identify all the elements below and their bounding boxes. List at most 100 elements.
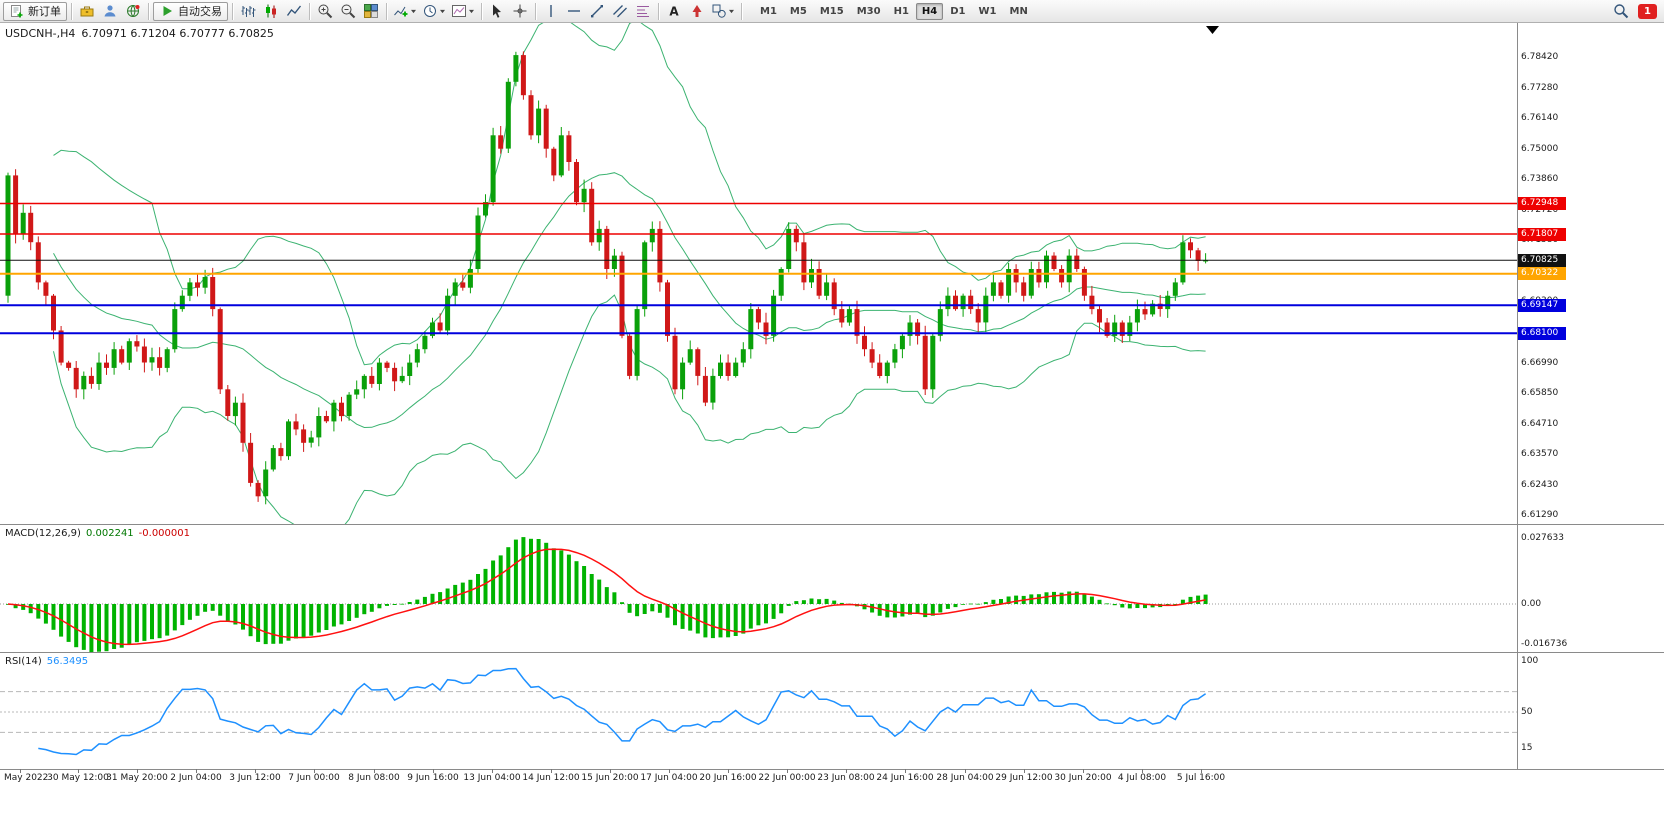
- time-axis-label: 7 Jun 00:00: [288, 773, 340, 783]
- time-axis-tick: [610, 769, 611, 773]
- macd-canvas[interactable]: [0, 525, 1517, 652]
- timeframe-m30[interactable]: M30: [856, 5, 881, 17]
- time-axis-tick: [374, 769, 375, 773]
- arrows-tool-button[interactable]: [686, 2, 708, 21]
- time-axis-label: 15 Jun 20:00: [581, 773, 639, 783]
- time-axis-label: 8 Jun 08:00: [348, 773, 400, 783]
- cursor-button[interactable]: [486, 2, 508, 21]
- timeframe-h1[interactable]: H1: [893, 5, 909, 17]
- autotrade-play-icon: [163, 6, 172, 16]
- vertical-line-button[interactable]: [540, 2, 562, 21]
- indicators-button[interactable]: [391, 2, 419, 21]
- autotrade-button[interactable]: 自动交易: [153, 1, 228, 21]
- toolbar-right: 1: [1610, 2, 1661, 21]
- separator: [71, 2, 72, 20]
- time-axis-label: 30 May 12:00: [47, 773, 109, 783]
- timeframe-m1[interactable]: M1: [760, 5, 777, 17]
- price-axis-label: 6.76140: [1521, 113, 1559, 123]
- time-axis-tick: [492, 769, 493, 773]
- panel-separator[interactable]: [0, 652, 1664, 653]
- price-axis-label: 6.66990: [1521, 358, 1559, 368]
- tile-windows-icon: [364, 4, 378, 18]
- panel-separator[interactable]: [0, 524, 1664, 525]
- template-icon: [452, 5, 466, 17]
- macd-signal-value: -0.000001: [138, 528, 190, 539]
- search-icon: [1614, 4, 1629, 19]
- chevron-down-icon: [440, 9, 445, 13]
- timeframe-d1[interactable]: D1: [950, 5, 966, 17]
- arrow-marker-icon: [692, 5, 702, 17]
- rsi-value: 56.3495: [46, 656, 89, 667]
- time-axis-label: 29 Jun 12:00: [995, 773, 1053, 783]
- tile-windows-button[interactable]: [360, 2, 382, 21]
- zoom-in-icon: [318, 4, 333, 19]
- timeframe-mn[interactable]: MN: [1009, 5, 1028, 17]
- time-axis-tick: [965, 769, 966, 773]
- macd-axis-label: -0.016736: [1521, 639, 1568, 649]
- fibonacci-button[interactable]: [632, 2, 654, 21]
- toolbox-icon: [80, 6, 94, 17]
- time-axis-label: May 2022: [4, 773, 49, 783]
- time-axis-tick: [1024, 769, 1025, 773]
- time-axis-label: 13 Jun 04:00: [463, 773, 521, 783]
- zoom-out-button[interactable]: [337, 2, 359, 21]
- horizontal-line-button[interactable]: [563, 2, 585, 21]
- periods-button[interactable]: [420, 2, 448, 21]
- time-axis-tick: [551, 769, 552, 773]
- timeframe-h4[interactable]: H4: [915, 2, 944, 20]
- contacts-button[interactable]: [99, 2, 121, 21]
- macd-axis-label: 0.00: [1521, 599, 1542, 609]
- time-axis-tick: [728, 769, 729, 773]
- hline-price-badge: 6.72948: [1518, 197, 1566, 210]
- time-axis-tick: [787, 769, 788, 773]
- time-axis-label: 2 Jun 04:00: [170, 773, 222, 783]
- crosshair-button[interactable]: [509, 2, 531, 21]
- bar-chart-button[interactable]: [237, 2, 259, 21]
- horizontal-line-icon: [568, 10, 580, 12]
- timeframe-m15[interactable]: M15: [819, 5, 844, 17]
- price-axis-label: 6.75000: [1521, 144, 1559, 154]
- shapes-tool-button[interactable]: [709, 2, 737, 21]
- chart-symbol-period: USDCNH-,H4: [5, 27, 76, 40]
- fibonacci-icon: [637, 6, 649, 17]
- svg-text:A: A: [669, 5, 679, 19]
- separator: [535, 2, 536, 20]
- price-axis-label: 6.63570: [1521, 449, 1559, 459]
- toolbox-button[interactable]: [76, 2, 98, 21]
- timeframe-w1[interactable]: W1: [978, 5, 997, 17]
- time-axis-label: 31 May 20:00: [106, 773, 168, 783]
- time-axis-tick: [314, 769, 315, 773]
- time-axis-tick: [669, 769, 670, 773]
- separator: [148, 2, 149, 20]
- templates-button[interactable]: [449, 2, 477, 21]
- rsi-canvas[interactable]: [0, 653, 1517, 769]
- price-chart-canvas[interactable]: [0, 23, 1517, 524]
- channel-button[interactable]: [609, 2, 631, 21]
- community-button[interactable]: [122, 2, 144, 21]
- line-chart-button[interactable]: [283, 2, 305, 21]
- time-axis-label: 22 Jun 00:00: [758, 773, 816, 783]
- search-button[interactable]: [1610, 2, 1632, 21]
- hline-price-badge: 6.68100: [1518, 327, 1566, 340]
- new-order-button[interactable]: 新订单: [3, 1, 67, 21]
- timeframe-m5[interactable]: M5: [789, 5, 807, 17]
- macd-main-value: 0.002241: [85, 528, 134, 539]
- indicators-add-icon: [394, 6, 408, 17]
- candlestick-chart-button[interactable]: [260, 2, 282, 21]
- time-axis-tick: [846, 769, 847, 773]
- separator: [309, 2, 310, 20]
- zoom-in-button[interactable]: [314, 2, 336, 21]
- rsi-axis-label: 15: [1521, 743, 1533, 753]
- text-tool-button[interactable]: A: [663, 2, 685, 21]
- rsi-panel-label: RSI(14) 56.3495: [5, 656, 88, 667]
- time-axis-label: 20 Jun 16:00: [699, 773, 757, 783]
- price-axis-label: 6.78420: [1521, 52, 1559, 62]
- time-axis-label: 30 Jun 20:00: [1054, 773, 1112, 783]
- separator: [658, 2, 659, 20]
- notification-badge[interactable]: 1: [1638, 3, 1657, 19]
- price-axis-label: 6.62430: [1521, 480, 1559, 490]
- separator: [481, 2, 482, 20]
- trendline-button[interactable]: [586, 2, 608, 21]
- timeframe-buttons: M1 M5 M15 M30 H1 H4 D1 W1 MN: [754, 2, 1034, 20]
